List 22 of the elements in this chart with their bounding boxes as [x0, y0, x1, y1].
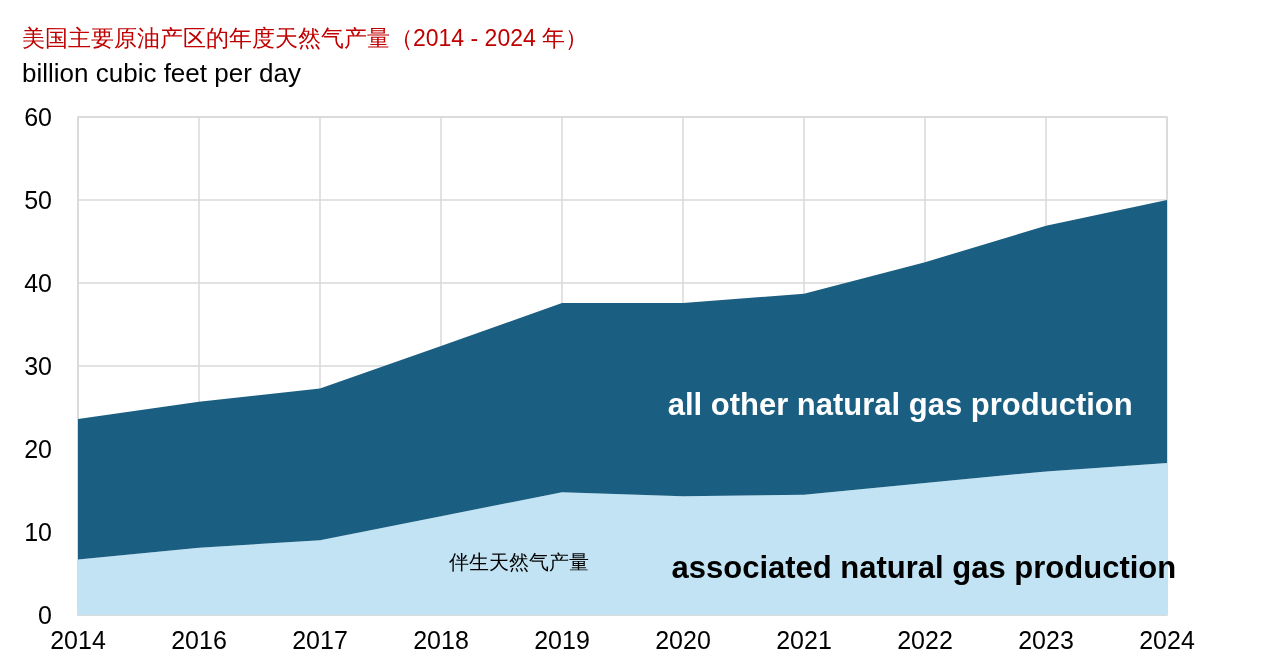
- chart-title: 美国主要原油产区的年度天然气产量（2014 - 2024 年）: [22, 25, 589, 51]
- x-tick-label: 2019: [534, 626, 590, 654]
- y-tick-label: 30: [24, 352, 52, 380]
- y-axis-title: billion cubic feet per day: [22, 58, 301, 88]
- x-tick-label: 2018: [413, 626, 469, 654]
- x-tick-label: 2022: [897, 626, 953, 654]
- x-tick-label: 2016: [171, 626, 227, 654]
- y-tick-label: 40: [24, 269, 52, 297]
- series-label: associated natural gas production: [671, 549, 1177, 585]
- y-tick-label: 60: [24, 103, 52, 131]
- x-tick-label: 2021: [776, 626, 832, 654]
- y-tick-label: 20: [24, 435, 52, 463]
- y-tick-label: 0: [38, 601, 52, 629]
- x-tick-label: 2017: [292, 626, 348, 654]
- x-tick-label: 2024: [1139, 626, 1195, 654]
- x-tick-label: 2014: [50, 626, 106, 654]
- x-tick-label: 2023: [1018, 626, 1074, 654]
- y-tick-label: 10: [24, 518, 52, 546]
- x-tick-label: 2020: [655, 626, 711, 654]
- annotation: 伴生天然气产量: [449, 551, 590, 573]
- y-tick-label: 50: [24, 186, 52, 214]
- series-label: all other natural gas production: [667, 387, 1133, 423]
